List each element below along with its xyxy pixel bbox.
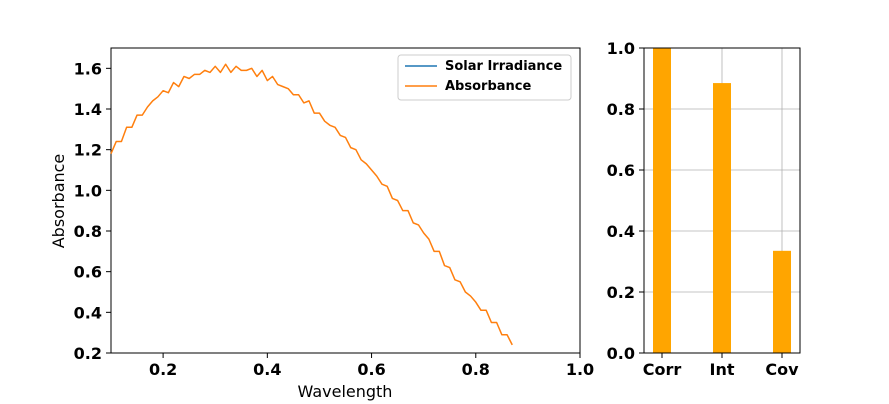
line-x-tick-label: 0.2 xyxy=(149,360,177,379)
bar-chart-panel: 0.0 0.2 0.4 0.6 0.8 1.0 Corr Int Cov xyxy=(607,39,801,379)
bar-x-tick-label-corr: Corr xyxy=(643,360,682,379)
bar-y-tick-label: 0.0 xyxy=(607,344,635,363)
bar-y-tick-label: 0.8 xyxy=(607,100,635,119)
bar-y-tick-label: 0.4 xyxy=(607,222,635,241)
line-y-tick-label: 0.2 xyxy=(74,344,102,363)
bar-y-tick-label: 1.0 xyxy=(607,39,635,58)
absorbance-line xyxy=(110,63,513,346)
line-y-tick-label: 0.6 xyxy=(74,263,102,282)
line-x-tick-label: 0.8 xyxy=(462,360,490,379)
bar-chart-bars xyxy=(653,48,791,353)
line-chart-x-axis-label: Wavelength xyxy=(298,382,393,401)
legend-box xyxy=(397,54,572,101)
line-chart-series xyxy=(110,63,513,346)
line-chart-y-axis-label: Absorbance xyxy=(49,154,68,249)
bar-y-tick-label: 0.2 xyxy=(607,283,635,302)
line-y-tick-label: 1.6 xyxy=(74,59,102,78)
bar-y-tick-label: 0.6 xyxy=(607,161,635,180)
line-y-tick-label: 0.8 xyxy=(74,222,102,241)
bar-cov xyxy=(773,250,791,353)
legend-solar-irradiance-label: Solar Irradiance xyxy=(445,59,562,74)
line-x-tick-label: 1.0 xyxy=(566,360,594,379)
line-y-tick-label: 1.4 xyxy=(74,100,102,119)
line-chart-panel: 0.2 0.4 0.6 0.8 1.0 1.2 1.4 1.6 0.2 0.4 0.6 0.8 1.0… xyxy=(49,47,594,401)
line-chart-y-ticks: 0.2 0.4 0.6 0.8 1.0 1.2 1.4 1.6 xyxy=(74,59,111,363)
line-y-tick-label: 1.2 xyxy=(74,141,102,160)
bar-chart-x-ticks: Corr Int Cov xyxy=(643,353,799,379)
line-chart-x-ticks: 0.2 0.4 0.6 0.8 1.0 xyxy=(149,353,594,379)
bar-chart-y-ticks: 0.0 0.2 0.4 0.6 0.8 1.0 xyxy=(607,39,644,363)
legend-absorbance-label: Absorbance xyxy=(445,79,531,94)
bar-corr xyxy=(653,48,671,353)
bar-x-tick-label-cov: Cov xyxy=(765,360,799,379)
line-x-tick-label: 0.6 xyxy=(357,360,385,379)
legend: Solar Irradiance Absorbance xyxy=(397,54,572,101)
line-chart-frame xyxy=(110,47,581,354)
line-y-tick-label: 1.0 xyxy=(74,181,102,200)
line-x-tick-label: 0.4 xyxy=(253,360,281,379)
bar-int xyxy=(713,83,731,353)
line-y-tick-label: 0.4 xyxy=(74,303,102,322)
bar-x-tick-label-int: Int xyxy=(710,360,735,379)
